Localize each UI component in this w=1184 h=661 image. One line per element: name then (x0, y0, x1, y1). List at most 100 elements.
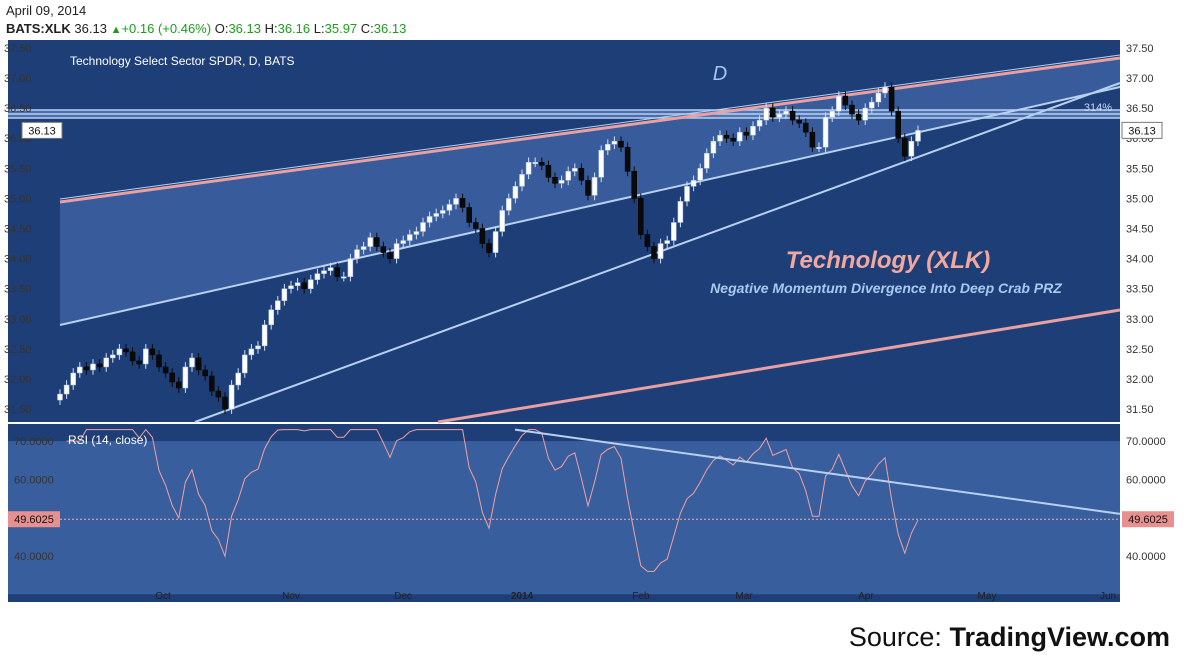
candle-body (479, 228, 486, 244)
price-chart-title: Technology Select Sector SPDR, D, BATS (70, 54, 295, 68)
high-label: H: (264, 21, 278, 36)
rsi-value-box-left (8, 511, 60, 528)
candle-body (671, 222, 677, 241)
candle-body (202, 369, 208, 377)
candle-body (730, 137, 736, 142)
candle-body (248, 348, 255, 356)
candle-body (334, 267, 340, 277)
rsi-tick-left: 60.0000 (14, 474, 54, 486)
price-tick-left: 33.00 (4, 314, 32, 326)
price-tick-left: 37.50 (4, 43, 32, 55)
candle-body (697, 168, 703, 181)
source-brand: TradingView.com (949, 622, 1170, 652)
candle-body (750, 125, 756, 136)
candle-body (789, 110, 796, 121)
candle-body (209, 375, 215, 392)
close-label: C: (360, 21, 374, 36)
candle-body (235, 372, 241, 386)
candle-body (433, 213, 439, 217)
candle-body (83, 366, 90, 371)
candle-body (651, 246, 657, 259)
candle-body (611, 140, 618, 145)
candle-body (624, 146, 631, 172)
candle-body (704, 153, 710, 169)
candle-body (572, 168, 578, 172)
candle-body (156, 354, 162, 368)
candle-body (354, 249, 360, 259)
candle-body (459, 198, 466, 208)
x-tick-label: Feb (632, 591, 650, 602)
candle-body (915, 130, 921, 142)
candle-body (110, 354, 116, 359)
candle-body (492, 231, 499, 253)
x-tick-label: Nov (282, 591, 300, 602)
candle-body (763, 107, 769, 121)
x-tick-label: Dec (394, 591, 412, 602)
price-tick-right: 36.50 (1126, 103, 1154, 115)
candle-body (710, 140, 717, 154)
candle-body (605, 143, 611, 151)
candle-body (849, 104, 855, 115)
candle-body (57, 393, 63, 401)
candle-body (268, 309, 274, 326)
candle-body (882, 86, 888, 94)
price-tick-right: 33.50 (1126, 284, 1154, 296)
price-tick-left: 33.50 (4, 284, 32, 296)
price-tick-right: 37.00 (1126, 73, 1154, 85)
quote-line: BATS:XLK 36.13 ▲+0.16 (+0.46%) O:36.13 H… (6, 21, 406, 36)
price-tick-left: 36.50 (4, 103, 32, 115)
candle-body (855, 113, 862, 121)
candle-body (96, 363, 103, 368)
candle-body (182, 366, 189, 389)
candle-body (770, 107, 776, 118)
x-tick-label: Jun (1100, 591, 1116, 602)
channel-lower-line (59, 86, 1121, 326)
candle-body (281, 288, 288, 301)
candle-body (123, 348, 129, 353)
candle-body (327, 267, 334, 271)
low-label: L: (313, 21, 325, 36)
candle-body (545, 165, 552, 178)
candle-body (294, 282, 301, 286)
candle-body (684, 186, 690, 202)
candle-body (816, 146, 822, 149)
candle-body (532, 162, 538, 165)
source-prefix: Source: (848, 622, 950, 652)
candle-body (783, 110, 789, 115)
last-price-box-right (1121, 121, 1163, 139)
pink-trend-line (437, 308, 1121, 424)
candle-body (347, 258, 354, 277)
candle-body (618, 140, 624, 148)
candle-body (90, 363, 96, 371)
rsi-value-label-left: 49.6025 (14, 514, 54, 526)
symbol: BATS:XLK (6, 21, 71, 36)
candle-body (116, 348, 123, 356)
candle-body (473, 222, 479, 229)
x-tick-label: Mar (735, 591, 753, 602)
candle-body (690, 180, 697, 187)
last-price-label-right: 36.13 (1128, 125, 1156, 137)
rsi-tick-right: 70.0000 (1126, 436, 1166, 448)
last-price-label-left: 36.13 (28, 125, 56, 137)
candle-body (908, 140, 915, 157)
up-arrow-icon: ▲ (110, 24, 122, 36)
candle-body (895, 110, 901, 139)
rsi-value-label-right: 49.6025 (1128, 514, 1168, 526)
candle-body (367, 237, 373, 247)
close-value: 36.13 (373, 21, 407, 36)
x-tick-label: 2014 (511, 591, 534, 602)
candle-body (426, 216, 433, 223)
lower-trend-line (194, 82, 1121, 423)
rsi-value-box-right (1122, 511, 1174, 528)
price-tick-left: 32.00 (4, 374, 32, 386)
candle-body (413, 231, 420, 235)
channel-upper-highlight (59, 54, 1121, 200)
open-value: 36.13 (228, 21, 261, 36)
price-change: +0.16 (+0.46%) (121, 21, 212, 36)
candle-body (301, 282, 307, 289)
candle-body (829, 110, 835, 118)
open-label: O: (214, 21, 229, 36)
candle-body (888, 86, 895, 112)
candle-body (440, 210, 446, 214)
